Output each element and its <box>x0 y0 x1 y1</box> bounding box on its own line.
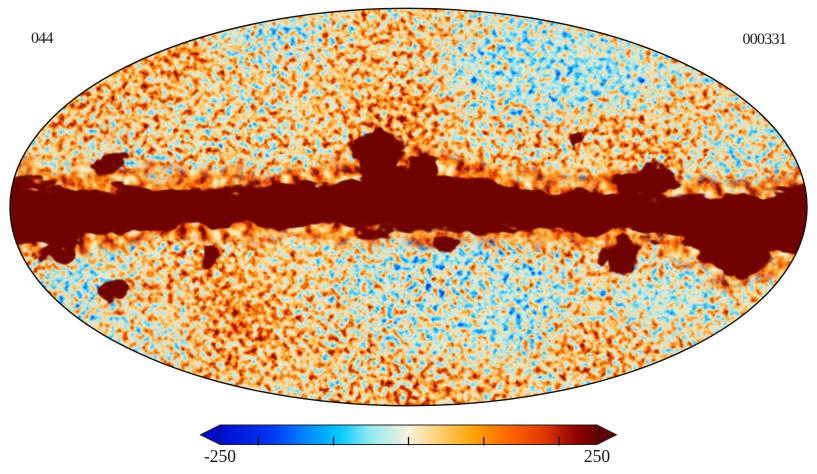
svg-text:-250: -250 <box>204 446 236 466</box>
svg-text:250: 250 <box>584 446 611 466</box>
svg-text:000331: 000331 <box>743 31 787 48</box>
svg-text:044: 044 <box>31 30 54 47</box>
